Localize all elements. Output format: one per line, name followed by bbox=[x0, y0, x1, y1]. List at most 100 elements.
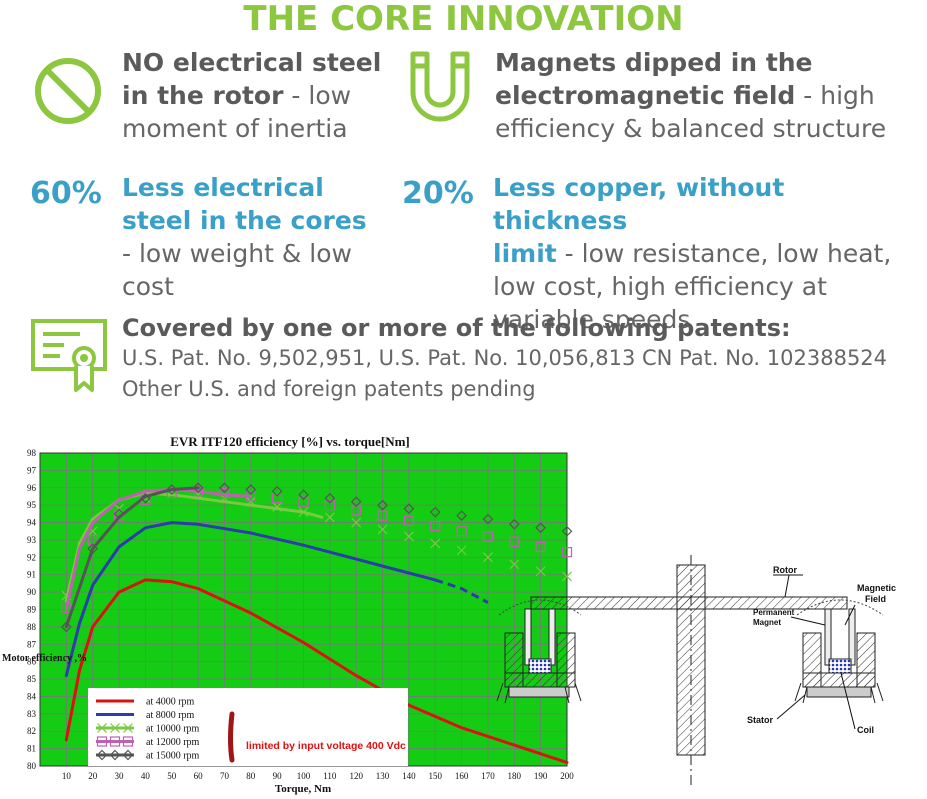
series-marker-4 bbox=[298, 489, 309, 501]
x-tick-label: 130 bbox=[376, 771, 390, 781]
chart-xlabel: Torque, Nm bbox=[275, 783, 331, 795]
series-marker-3 bbox=[245, 491, 256, 502]
x-tick-label: 170 bbox=[481, 771, 495, 781]
patents-line-2: Other U.S. and foreign patents pending bbox=[122, 377, 536, 401]
feature-magnets-bold1: Magnets dipped in the bbox=[495, 48, 813, 77]
series-marker-3 bbox=[377, 510, 388, 521]
series-marker-4 bbox=[429, 506, 441, 518]
series-marker-2 bbox=[245, 496, 256, 507]
chart-annotation: limited by input voltage 400 Vdc bbox=[246, 740, 406, 752]
feature-less-steel-h2: steel in the cores bbox=[122, 206, 367, 235]
series-marker-2 bbox=[298, 507, 309, 518]
series-marker-4 bbox=[87, 543, 99, 554]
series-marker-3 bbox=[219, 487, 230, 499]
series-marker-2 bbox=[377, 524, 388, 535]
feature-less-copper-r1: low cost, high efficiency at bbox=[493, 272, 827, 301]
y-tick-label: 84 bbox=[27, 691, 37, 701]
no-sign-icon bbox=[35, 58, 101, 124]
x-tick-label: 80 bbox=[246, 771, 256, 781]
series-marker-4 bbox=[403, 503, 415, 514]
feature-no-steel-rest1: - low bbox=[283, 81, 352, 110]
certificate-icon bbox=[31, 319, 107, 392]
label-rotor: Rotor bbox=[773, 565, 797, 575]
series-marker-2 bbox=[403, 531, 414, 542]
series-marker-2 bbox=[535, 566, 546, 577]
y-tick-label: 92 bbox=[27, 552, 36, 562]
feature-magnets-rest1: - high bbox=[795, 81, 875, 110]
feature-magnets-bold2: electromagnetic field bbox=[495, 81, 796, 110]
x-tick-label: 200 bbox=[560, 771, 574, 781]
x-tick-label: 190 bbox=[534, 771, 548, 781]
efficiency-chart: 10 20 30 40 50 60 70 80 90 100 110 120 130 140 150 160 1… bbox=[2, 434, 574, 795]
series-marker-4 bbox=[535, 522, 546, 534]
x-tick-label: 60 bbox=[194, 771, 204, 781]
series-marker-2 bbox=[456, 545, 467, 556]
legend-label-3: at 12000 rpm bbox=[146, 737, 200, 748]
series-marker-2 bbox=[483, 552, 493, 563]
series-marker-4 bbox=[245, 484, 257, 495]
series-marker-4 bbox=[113, 508, 125, 520]
x-tick-label: 110 bbox=[323, 771, 337, 781]
label-coil: Coil bbox=[857, 725, 874, 735]
series-marker-4 bbox=[219, 482, 230, 494]
series-marker-4 bbox=[350, 496, 362, 508]
motor-diagram: Rotor Magnetic Field Permanent Magnet St… bbox=[496, 555, 896, 787]
x-tick-label: 120 bbox=[349, 771, 363, 781]
y-tick-label: 85 bbox=[27, 674, 37, 684]
patents-line-1: U.S. Pat. No. 9,502,951, U.S. Pat. No. 1… bbox=[122, 346, 888, 370]
feature-less-steel: Less electrical steel in the cores - low… bbox=[122, 171, 392, 303]
series-dashed-1 bbox=[434, 578, 489, 604]
rotor-arm bbox=[530, 596, 848, 610]
series-line-0 bbox=[64, 578, 569, 764]
series-marker-4 bbox=[271, 485, 283, 497]
page-title: THE CORE INNOVATION bbox=[243, 0, 684, 39]
series-line-3 bbox=[64, 488, 253, 611]
y-tick-label: 96 bbox=[27, 483, 37, 493]
y-tick-label: 81 bbox=[27, 744, 36, 754]
series-line-1 bbox=[64, 521, 437, 678]
feature-no-steel: NO electrical steel in the rotor - low m… bbox=[122, 46, 392, 145]
feature-less-copper-r0: - low resistance, low heat, bbox=[556, 239, 892, 268]
feature-magnets-rest2: efficiency & balanced structure bbox=[495, 114, 887, 143]
label-permanent: Permanent bbox=[753, 608, 795, 617]
chart-ylabel: Motor efficiency ,% bbox=[2, 653, 87, 664]
series-marker-4 bbox=[61, 621, 72, 633]
series-marker-2 bbox=[562, 571, 572, 582]
y-tick-label: 91 bbox=[27, 570, 36, 580]
x-tick-label: 180 bbox=[508, 771, 522, 781]
magnet-icon bbox=[410, 51, 470, 122]
feature-no-steel-bold2: in the rotor bbox=[122, 81, 284, 110]
series-marker-4 bbox=[561, 525, 573, 537]
series-marker-4 bbox=[508, 518, 520, 530]
feature-less-copper-h1: Less copper, without thickness bbox=[493, 173, 785, 235]
left-stator-assembly bbox=[496, 599, 582, 704]
y-tick-label: 83 bbox=[27, 709, 37, 719]
patents-title: Covered by one or more of the following … bbox=[122, 314, 791, 342]
legend-label-0: at 4000 rpm bbox=[146, 697, 195, 708]
feature-no-steel-bold1: NO electrical steel bbox=[122, 48, 382, 77]
x-tick-label: 20 bbox=[88, 771, 98, 781]
x-tick-label: 150 bbox=[429, 771, 443, 781]
y-tick-label: 80 bbox=[27, 761, 37, 771]
x-tick-label: 10 bbox=[62, 771, 72, 781]
stat-20-percent: 20% bbox=[402, 176, 474, 211]
y-tick-label: 87 bbox=[27, 639, 37, 649]
series-marker-4 bbox=[140, 492, 151, 504]
series-line-2 bbox=[64, 491, 324, 603]
chart-title: EVR ITF120 efficiency [%] vs. torque[Nm] bbox=[170, 434, 410, 449]
series-marker-4 bbox=[456, 510, 467, 521]
y-tick-label: 98 bbox=[27, 448, 37, 458]
voltage-limit-marker bbox=[228, 711, 235, 763]
feature-less-copper-h2: limit bbox=[493, 239, 557, 268]
feature-less-steel-r1: - low weight & low bbox=[122, 239, 352, 268]
series-marker-3 bbox=[403, 515, 414, 526]
y-tick-label: 97 bbox=[27, 465, 37, 475]
y-tick-label: 89 bbox=[27, 605, 37, 615]
series-marker-2 bbox=[272, 501, 283, 512]
x-tick-label: 160 bbox=[455, 771, 469, 781]
series-marker-3 bbox=[272, 493, 283, 504]
feature-less-steel-h1: Less electrical bbox=[122, 173, 324, 202]
series-marker-3 bbox=[535, 541, 546, 553]
y-tick-label: 88 bbox=[27, 622, 37, 632]
series-marker-3 bbox=[561, 547, 573, 558]
